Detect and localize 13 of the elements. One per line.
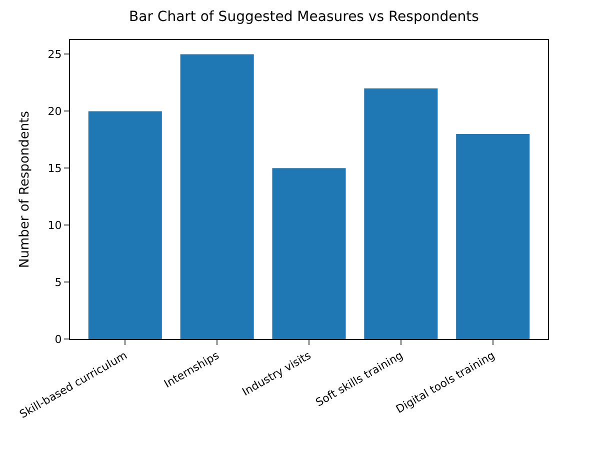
- bar: [364, 88, 438, 339]
- chart-title: Bar Chart of Suggested Measures vs Respondents: [129, 9, 479, 26]
- y-tick-label: 5: [54, 276, 62, 289]
- bar: [272, 168, 346, 339]
- bar: [88, 111, 162, 339]
- y-tick-label: 15: [48, 162, 62, 175]
- y-axis-title: Number of Respondents: [18, 110, 33, 268]
- y-tick-label: 0: [54, 332, 62, 346]
- y-tick-label: 25: [48, 48, 62, 62]
- bar: [180, 54, 254, 339]
- bar: [456, 134, 530, 339]
- y-tick-label: 20: [48, 105, 62, 118]
- y-tick-label: 10: [48, 218, 62, 232]
